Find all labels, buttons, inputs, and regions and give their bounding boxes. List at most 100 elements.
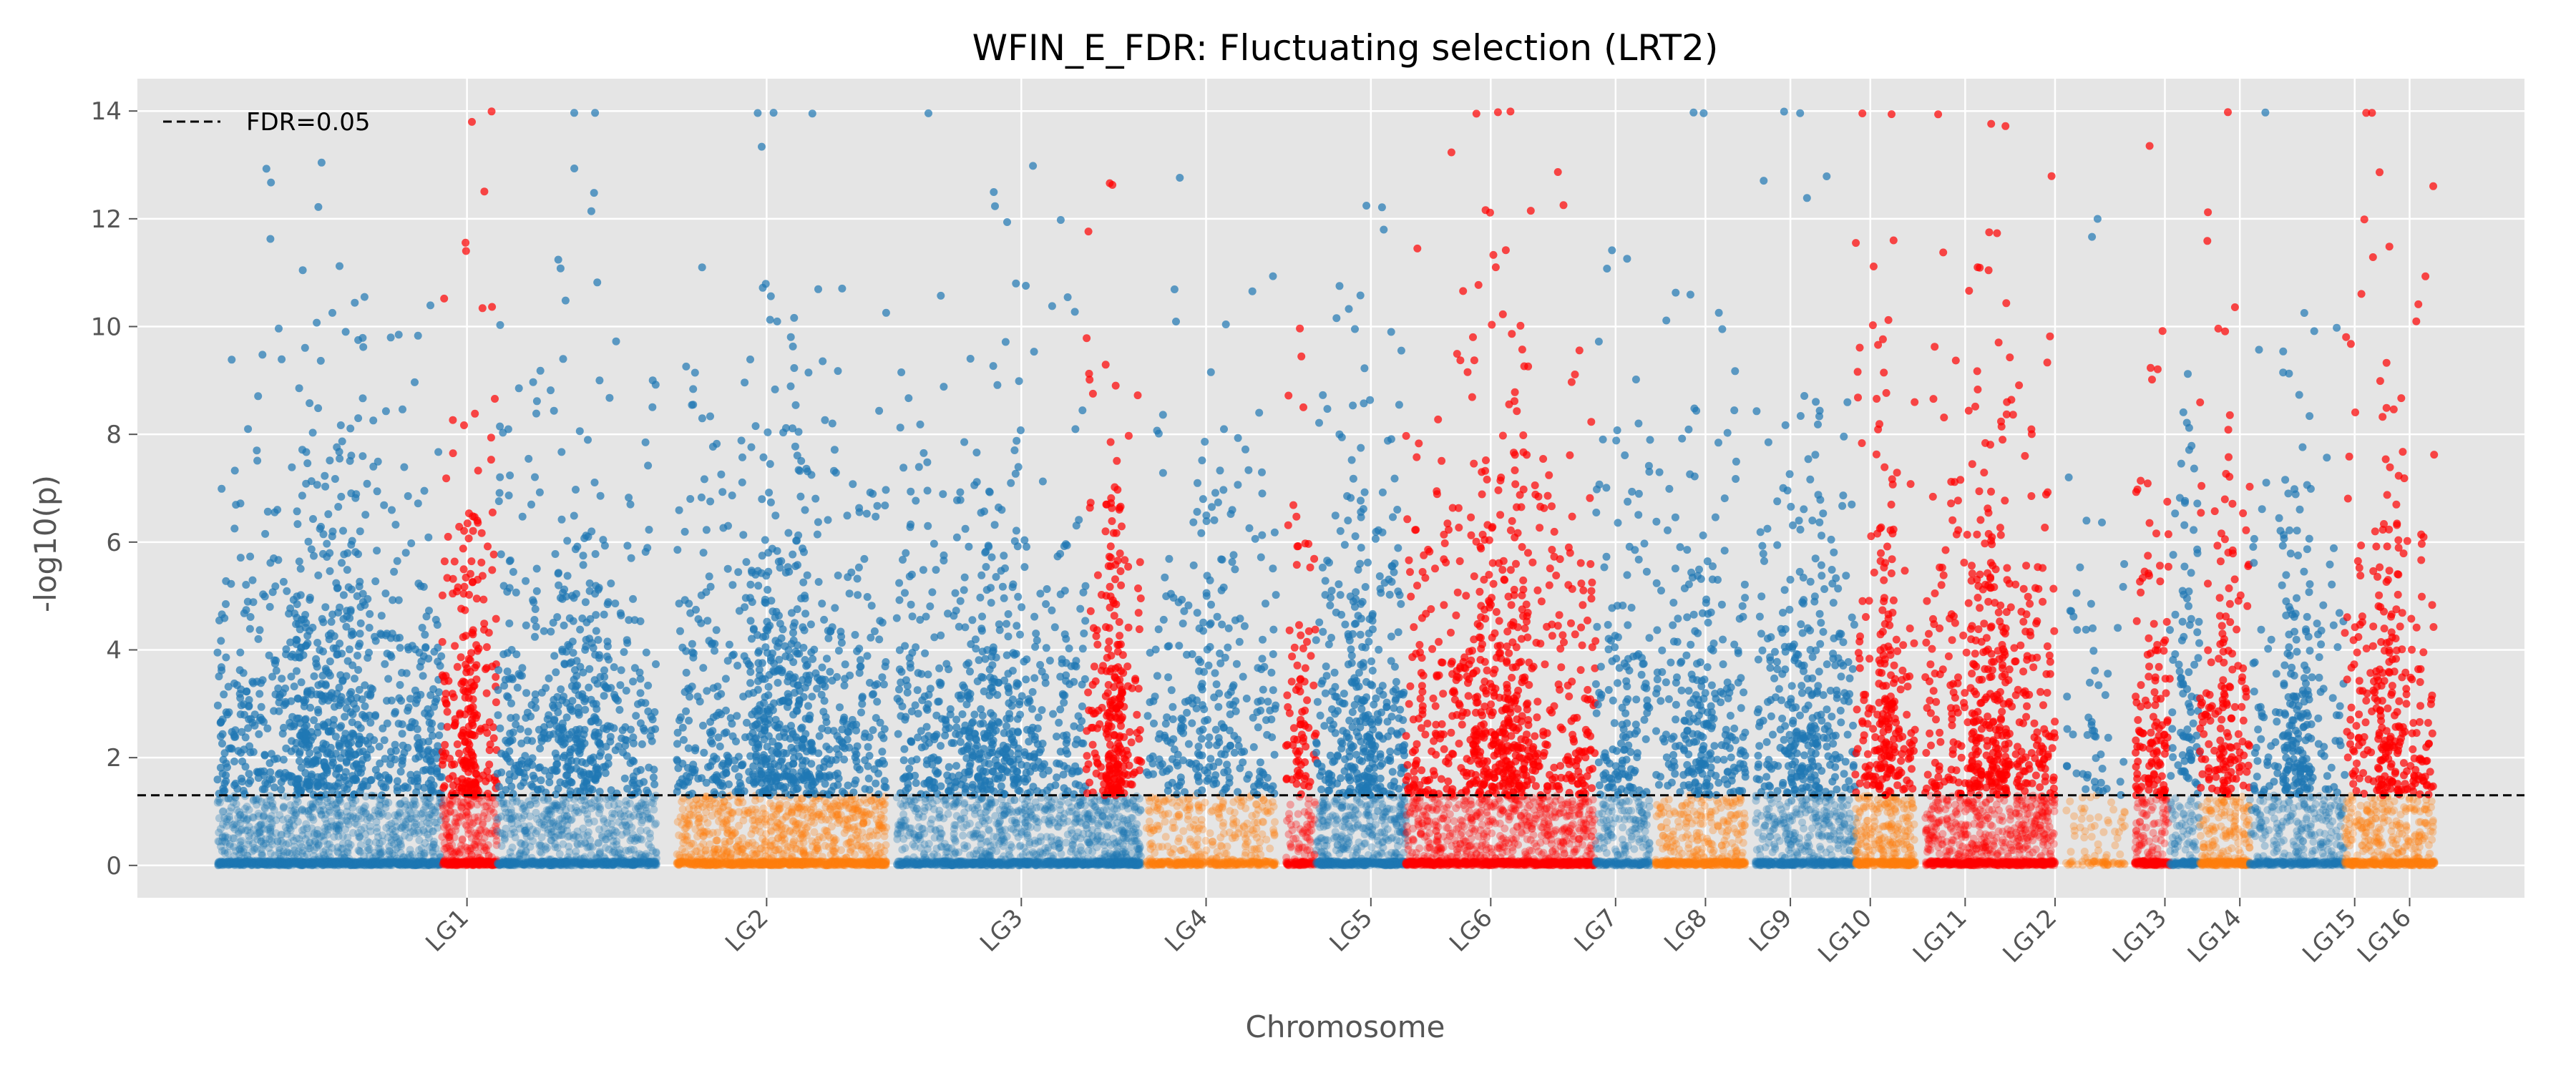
- data-point: [296, 653, 304, 662]
- data-point: [354, 414, 363, 423]
- data-point: [440, 294, 449, 303]
- data-point: [323, 859, 331, 868]
- data-point: [396, 768, 405, 776]
- data-point: [506, 471, 514, 480]
- data-point: [532, 587, 541, 595]
- data-point: [443, 707, 452, 716]
- data-point: [507, 674, 516, 682]
- data-point: [645, 841, 653, 848]
- data-point: [347, 451, 356, 460]
- data-point: [349, 861, 358, 869]
- data-point: [292, 849, 301, 858]
- data-point: [522, 621, 530, 629]
- data-point: [229, 860, 238, 868]
- data-point: [462, 747, 471, 755]
- data-point: [426, 301, 434, 310]
- data-point: [336, 603, 344, 612]
- data-point: [444, 677, 453, 685]
- data-point: [338, 559, 346, 567]
- data-point: [617, 666, 625, 675]
- data-point: [474, 519, 482, 527]
- data-point: [393, 857, 401, 866]
- data-point: [230, 524, 239, 533]
- data-point: [285, 819, 293, 827]
- data-point: [276, 859, 284, 868]
- data-point: [234, 747, 243, 755]
- data-point: [216, 733, 225, 741]
- data-point: [295, 835, 303, 843]
- data-point: [293, 798, 302, 806]
- data-point: [456, 709, 464, 717]
- data-point: [366, 822, 374, 831]
- data-point: [218, 833, 227, 842]
- data-point: [240, 854, 249, 863]
- data-point: [513, 683, 522, 692]
- data-point: [485, 760, 494, 769]
- data-point: [349, 776, 358, 785]
- data-point: [405, 806, 414, 815]
- data-point: [355, 833, 364, 841]
- data-point: [531, 632, 539, 641]
- data-point: [321, 471, 329, 480]
- data-point: [559, 589, 567, 597]
- data-point: [407, 815, 416, 823]
- data-point: [364, 861, 373, 869]
- data-point: [376, 839, 384, 848]
- data-point: [300, 858, 308, 866]
- data-point: [336, 421, 345, 429]
- data-point: [508, 736, 517, 744]
- data-point: [284, 859, 293, 867]
- data-point: [565, 614, 574, 622]
- data-point: [651, 725, 660, 733]
- data-point: [218, 858, 226, 866]
- data-point: [462, 632, 470, 640]
- data-point: [570, 831, 577, 839]
- data-point: [312, 655, 321, 663]
- data-point: [572, 657, 581, 665]
- data-point: [557, 826, 566, 835]
- data-point: [575, 710, 583, 719]
- data-point: [364, 594, 372, 603]
- data-point: [321, 740, 330, 749]
- data-point: [290, 722, 298, 730]
- data-point: [463, 777, 472, 785]
- data-point: [233, 820, 241, 829]
- data-point: [493, 769, 502, 778]
- data-point: [268, 672, 277, 681]
- data-point: [304, 810, 313, 818]
- data-point: [365, 861, 374, 869]
- data-point: [236, 810, 244, 819]
- data-point: [343, 808, 351, 816]
- data-point: [549, 701, 557, 710]
- data-point: [317, 158, 326, 167]
- data-point: [427, 803, 436, 811]
- data-point: [341, 712, 349, 721]
- data-point: [328, 800, 337, 809]
- data-point: [482, 643, 491, 652]
- data-point: [356, 619, 365, 627]
- data-point: [298, 266, 307, 275]
- data-point: [313, 662, 321, 671]
- data-point: [296, 625, 304, 634]
- data-point: [367, 861, 376, 869]
- data-point: [472, 594, 481, 603]
- data-point: [283, 587, 291, 595]
- data-point: [408, 642, 416, 650]
- data-point: [215, 798, 224, 807]
- data-point: [331, 858, 339, 866]
- data-point: [449, 416, 457, 424]
- data-point: [441, 740, 449, 749]
- data-point: [306, 399, 314, 408]
- data-point: [518, 664, 527, 672]
- data-point: [261, 835, 270, 843]
- data-point: [361, 857, 370, 866]
- data-point: [380, 736, 389, 745]
- data-point: [425, 810, 434, 819]
- data-point: [309, 759, 318, 768]
- data-point: [218, 808, 227, 816]
- data-point: [621, 723, 630, 731]
- data-point: [319, 831, 328, 840]
- data-point: [517, 760, 526, 768]
- data-point: [466, 730, 474, 739]
- data-point: [230, 758, 238, 765]
